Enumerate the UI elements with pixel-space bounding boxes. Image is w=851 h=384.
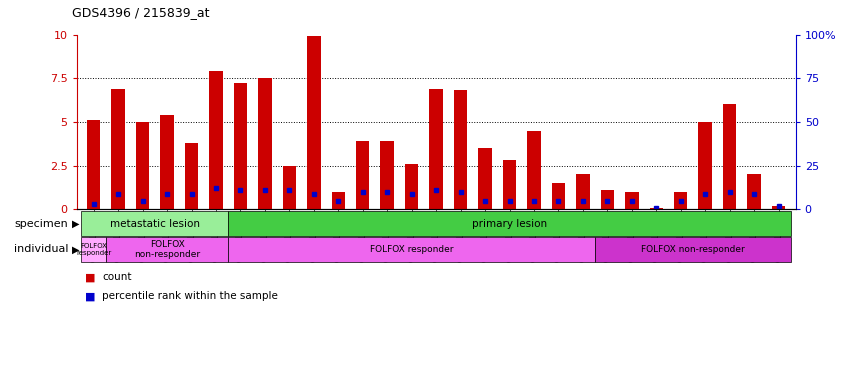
Bar: [405, 164, 419, 209]
Text: ■: ■: [85, 291, 95, 301]
Bar: [601, 190, 614, 209]
Bar: [528, 131, 540, 209]
Text: individual: individual: [14, 244, 68, 255]
Bar: [503, 161, 517, 209]
Text: FOLFOX
responder: FOLFOX responder: [76, 243, 111, 256]
Text: percentile rank within the sample: percentile rank within the sample: [102, 291, 278, 301]
Text: ■: ■: [85, 272, 95, 282]
Bar: [136, 122, 150, 209]
Bar: [430, 89, 443, 209]
Bar: [160, 115, 174, 209]
Text: ▶: ▶: [72, 218, 80, 229]
Text: FOLFOX responder: FOLFOX responder: [370, 245, 454, 254]
Bar: [722, 104, 736, 209]
Bar: [87, 120, 100, 209]
Bar: [576, 174, 590, 209]
Text: specimen: specimen: [14, 218, 68, 229]
Text: metastatic lesion: metastatic lesion: [110, 218, 200, 229]
Bar: [551, 183, 565, 209]
Bar: [332, 192, 345, 209]
Text: primary lesion: primary lesion: [472, 218, 547, 229]
Bar: [185, 143, 198, 209]
Text: GDS4396 / 215839_at: GDS4396 / 215839_at: [72, 6, 210, 19]
Bar: [234, 83, 247, 209]
Bar: [772, 206, 785, 209]
Bar: [747, 174, 761, 209]
Bar: [674, 192, 688, 209]
Bar: [380, 141, 394, 209]
Bar: [258, 78, 271, 209]
Bar: [356, 141, 369, 209]
Text: count: count: [102, 272, 132, 282]
Bar: [283, 166, 296, 209]
Bar: [209, 71, 223, 209]
Bar: [111, 89, 125, 209]
Bar: [307, 36, 321, 209]
Bar: [625, 192, 638, 209]
Bar: [454, 91, 467, 209]
Bar: [478, 148, 492, 209]
Bar: [699, 122, 712, 209]
Bar: [649, 207, 663, 209]
Text: FOLFOX
non-responder: FOLFOX non-responder: [134, 240, 200, 259]
Text: FOLFOX non-responder: FOLFOX non-responder: [641, 245, 745, 254]
Text: ▶: ▶: [72, 244, 80, 255]
